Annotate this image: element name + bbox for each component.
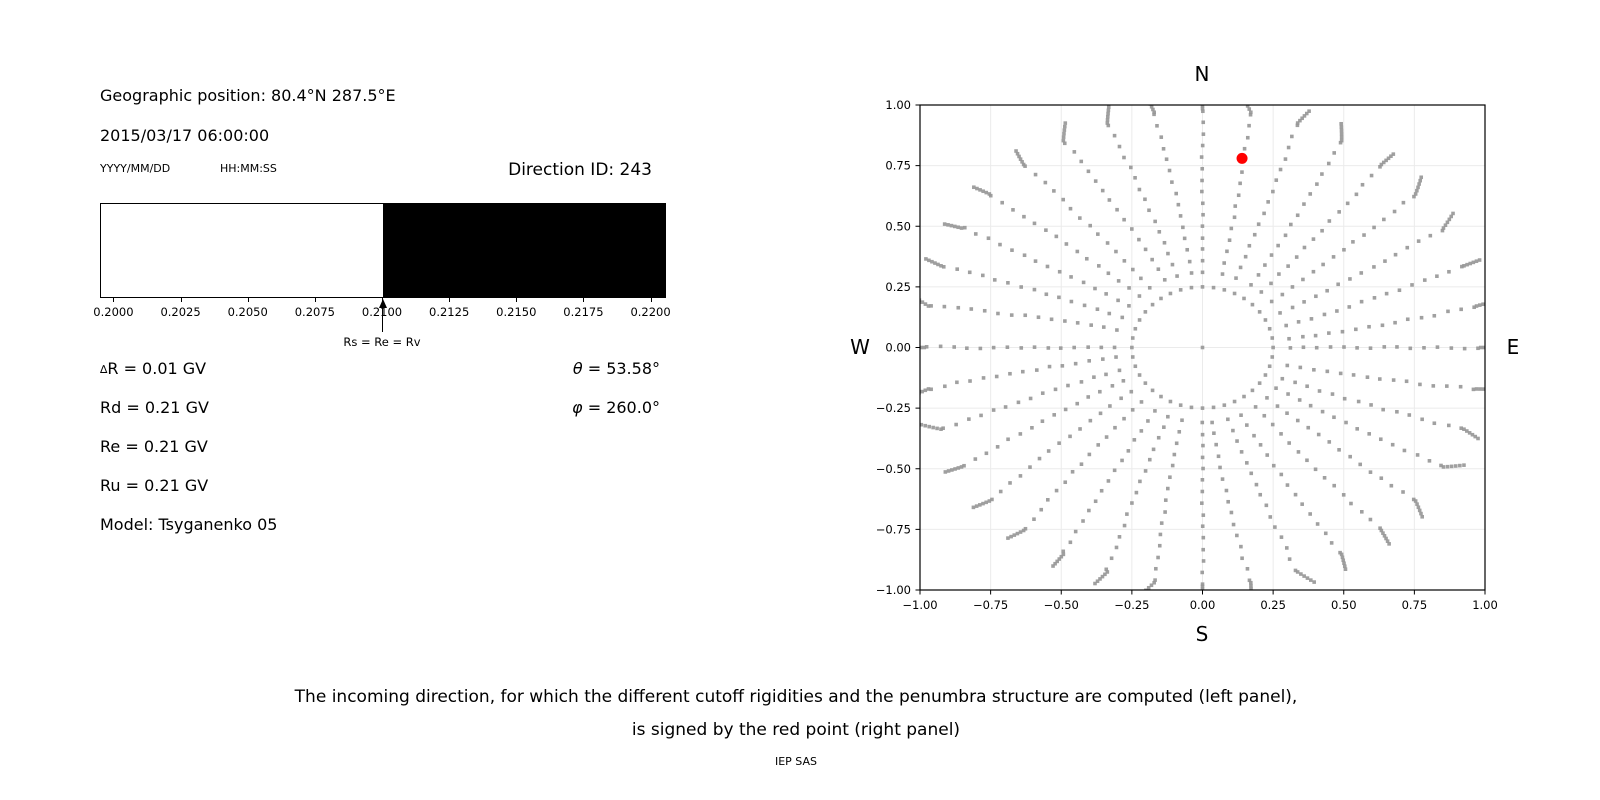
x-tick-label: 0.2200	[630, 305, 671, 319]
x-tick-label: 1.00	[1472, 598, 1498, 612]
phi-symbol: φ	[572, 398, 583, 417]
x-tick-label: 0.2150	[496, 305, 537, 319]
caption-line-1: The incoming direction, for which the di…	[294, 687, 1298, 707]
x-tick-label: −0.75	[973, 598, 1008, 612]
y-tick-label: 1.00	[885, 98, 911, 112]
compass-north-label: N	[1194, 62, 1210, 86]
y-tick-label: 0.00	[885, 341, 911, 355]
x-tick-label: 0.50	[1331, 598, 1357, 612]
incoming-direction-red-point	[1236, 152, 1248, 164]
cutoff-annotation-label: Rs = Re = Rv	[343, 335, 421, 349]
delta-symbol: ∆	[100, 363, 108, 376]
cutoff-arrow-head	[378, 299, 387, 308]
x-tick-mark	[449, 298, 451, 302]
x-tick-label: 0.2050	[227, 305, 268, 319]
direction-dots	[920, 105, 1485, 590]
y-tick-label: −0.75	[876, 522, 911, 536]
penumbra-chart: 0.20000.20250.20500.20750.21000.21250.21…	[93, 203, 671, 363]
penumbra-plot-area	[100, 203, 666, 298]
x-tick-mark	[314, 298, 316, 302]
re-label: Re = 0.21 GV	[100, 437, 208, 456]
credit-label: IEP SAS	[774, 755, 818, 768]
ru-label: Ru = 0.21 GV	[100, 476, 209, 495]
x-tick-mark	[650, 298, 652, 302]
x-tick-label: 0.00	[1190, 598, 1216, 612]
model-label: Model: Tsyganenko 05	[100, 515, 278, 534]
x-tick-label: −0.50	[1044, 598, 1079, 612]
x-tick-label: 0.2125	[429, 305, 470, 319]
theta-label: θ = 53.58°	[572, 359, 660, 378]
y-tick-label: 0.50	[885, 219, 911, 233]
arrival-directions-panel: −1.00 1.00 −0.75 0.75 −0.50 0.50 −0.25 0.25 0.00…	[830, 40, 1560, 660]
x-tick-label: −0.25	[1114, 598, 1149, 612]
x-tick-mark	[583, 298, 585, 302]
x-tick-label: 0.2175	[563, 305, 604, 319]
y-tick-label: −0.50	[876, 462, 911, 476]
penumbra-band	[101, 204, 383, 297]
geographic-position-label: Geographic position: 80.4°N 287.5°E	[100, 86, 396, 105]
phi-label: φ = 260.0°	[572, 398, 660, 417]
x-tick-label: 0.25	[1260, 598, 1286, 612]
cutoff-arrow-line	[382, 307, 384, 332]
y-tick-label: 0.75	[885, 159, 911, 173]
x-tick-mark	[516, 298, 518, 302]
delta-r-label: ∆R = 0.01 GV	[100, 359, 207, 378]
x-tick-label: 0.2000	[93, 305, 134, 319]
penumbra-band	[383, 204, 665, 297]
x-tick-mark	[113, 298, 115, 302]
datetime-label: 2015/03/17 06:00:00	[100, 126, 270, 145]
y-tick-label: −0.25	[876, 401, 911, 415]
x-tick-mark	[247, 298, 249, 302]
x-tick-label: −1.00	[902, 598, 937, 612]
direction-id-label: Direction ID: 243	[508, 160, 652, 180]
x-tick-label: 0.2025	[160, 305, 201, 319]
theta-symbol: θ	[572, 359, 583, 378]
arrival-directions-plot: −1.00 1.00 −0.75 0.75 −0.50 0.50 −0.25 0.25 0.00…	[876, 98, 1498, 612]
time-format-label: HH:MM:SS	[220, 162, 277, 175]
y-tick-label: −1.00	[876, 583, 911, 597]
x-tick-label: 0.2075	[294, 305, 335, 319]
date-format-label: YYYY/MM/DD	[100, 162, 171, 175]
rd-label: Rd = 0.21 GV	[100, 398, 209, 417]
axes-ticks: −1.00 1.00 −0.75 0.75 −0.50 0.50 −0.25 0.25 0.00…	[876, 98, 1498, 612]
compass-east-label: E	[1506, 335, 1520, 359]
x-tick-label: 0.75	[1402, 598, 1428, 612]
x-tick-mark	[180, 298, 182, 302]
compass-south-label: S	[1195, 622, 1209, 646]
y-tick-label: 0.25	[885, 280, 911, 294]
compass-west-label: W	[850, 335, 870, 359]
caption-line-2: is signed by the red point (right panel)	[631, 720, 961, 740]
